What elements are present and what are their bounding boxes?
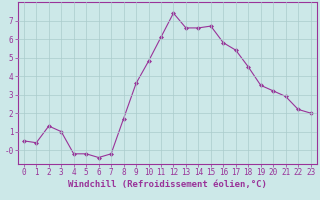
X-axis label: Windchill (Refroidissement éolien,°C): Windchill (Refroidissement éolien,°C)	[68, 180, 267, 189]
